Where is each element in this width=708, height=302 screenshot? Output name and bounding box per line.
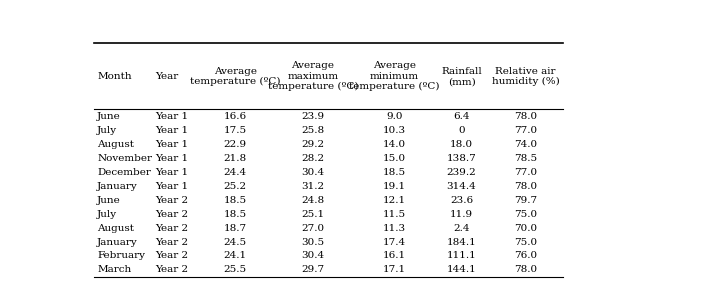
Text: Year 2: Year 2 (155, 265, 188, 275)
Text: 25.5: 25.5 (224, 265, 247, 275)
Text: 18.5: 18.5 (382, 168, 406, 177)
Text: 17.5: 17.5 (224, 126, 247, 135)
Text: 24.8: 24.8 (302, 196, 324, 205)
Text: 30.5: 30.5 (302, 238, 324, 246)
Text: 31.2: 31.2 (302, 182, 324, 191)
Text: 12.1: 12.1 (382, 196, 406, 205)
Text: 78.5: 78.5 (514, 154, 537, 163)
Text: 2.4: 2.4 (453, 223, 470, 233)
Text: Year 1: Year 1 (155, 154, 188, 163)
Text: 19.1: 19.1 (382, 182, 406, 191)
Text: Year 1: Year 1 (155, 168, 188, 177)
Text: Relative air
humidity (%): Relative air humidity (%) (491, 66, 559, 86)
Text: August: August (97, 140, 135, 149)
Text: Average
maximum
temperature (ºC): Average maximum temperature (ºC) (268, 61, 358, 91)
Text: 29.7: 29.7 (302, 265, 324, 275)
Text: 144.1: 144.1 (447, 265, 476, 275)
Text: June: June (97, 112, 121, 121)
Text: 75.0: 75.0 (514, 238, 537, 246)
Text: 138.7: 138.7 (447, 154, 476, 163)
Text: 77.0: 77.0 (514, 168, 537, 177)
Text: 11.5: 11.5 (382, 210, 406, 219)
Text: Year: Year (155, 72, 178, 81)
Text: August: August (97, 223, 135, 233)
Text: 75.0: 75.0 (514, 210, 537, 219)
Text: 22.9: 22.9 (224, 140, 247, 149)
Text: 24.5: 24.5 (224, 238, 247, 246)
Text: November: November (97, 154, 152, 163)
Text: 76.0: 76.0 (514, 252, 537, 261)
Text: 111.1: 111.1 (447, 252, 476, 261)
Text: 25.2: 25.2 (224, 182, 247, 191)
Text: 16.1: 16.1 (382, 252, 406, 261)
Text: 78.0: 78.0 (514, 182, 537, 191)
Text: 11.9: 11.9 (450, 210, 473, 219)
Text: 18.7: 18.7 (224, 223, 247, 233)
Text: 0: 0 (458, 126, 465, 135)
Text: Year 1: Year 1 (155, 182, 188, 191)
Text: 11.3: 11.3 (382, 223, 406, 233)
Text: Year 1: Year 1 (155, 112, 188, 121)
Text: Year 2: Year 2 (155, 252, 188, 261)
Text: January: January (97, 182, 138, 191)
Text: 18.5: 18.5 (224, 196, 247, 205)
Text: Year 2: Year 2 (155, 238, 188, 246)
Text: 29.2: 29.2 (302, 140, 324, 149)
Text: 6.4: 6.4 (453, 112, 470, 121)
Text: Year 1: Year 1 (155, 126, 188, 135)
Text: 23.6: 23.6 (450, 196, 473, 205)
Text: 77.0: 77.0 (514, 126, 537, 135)
Text: July: July (97, 210, 118, 219)
Text: 23.9: 23.9 (302, 112, 324, 121)
Text: 30.4: 30.4 (302, 252, 324, 261)
Text: 15.0: 15.0 (382, 154, 406, 163)
Text: July: July (97, 126, 118, 135)
Text: February: February (97, 252, 145, 261)
Text: 9.0: 9.0 (386, 112, 402, 121)
Text: 18.5: 18.5 (224, 210, 247, 219)
Text: March: March (97, 265, 132, 275)
Text: 74.0: 74.0 (514, 140, 537, 149)
Text: 239.2: 239.2 (447, 168, 476, 177)
Text: 30.4: 30.4 (302, 168, 324, 177)
Text: 78.0: 78.0 (514, 265, 537, 275)
Text: 25.8: 25.8 (302, 126, 324, 135)
Text: 16.6: 16.6 (224, 112, 247, 121)
Text: Year 2: Year 2 (155, 196, 188, 205)
Text: 314.4: 314.4 (447, 182, 476, 191)
Text: January: January (97, 238, 138, 246)
Text: 24.4: 24.4 (224, 168, 247, 177)
Text: 27.0: 27.0 (302, 223, 324, 233)
Text: 24.1: 24.1 (224, 252, 247, 261)
Text: 17.4: 17.4 (382, 238, 406, 246)
Text: 10.3: 10.3 (382, 126, 406, 135)
Text: Year 1: Year 1 (155, 140, 188, 149)
Text: Year 2: Year 2 (155, 223, 188, 233)
Text: Year 2: Year 2 (155, 210, 188, 219)
Text: 18.0: 18.0 (450, 140, 473, 149)
Text: 79.7: 79.7 (514, 196, 537, 205)
Text: 25.1: 25.1 (302, 210, 324, 219)
Text: 17.1: 17.1 (382, 265, 406, 275)
Text: Rainfall
(mm): Rainfall (mm) (441, 67, 482, 86)
Text: 14.0: 14.0 (382, 140, 406, 149)
Text: June: June (97, 196, 121, 205)
Text: December: December (97, 168, 151, 177)
Text: 70.0: 70.0 (514, 223, 537, 233)
Text: 28.2: 28.2 (302, 154, 324, 163)
Text: 78.0: 78.0 (514, 112, 537, 121)
Text: Average
temperature (ºC): Average temperature (ºC) (190, 66, 280, 86)
Text: Average
minimum
temperature (ºC): Average minimum temperature (ºC) (349, 61, 440, 91)
Text: 184.1: 184.1 (447, 238, 476, 246)
Text: 21.8: 21.8 (224, 154, 247, 163)
Text: Month: Month (97, 72, 132, 81)
